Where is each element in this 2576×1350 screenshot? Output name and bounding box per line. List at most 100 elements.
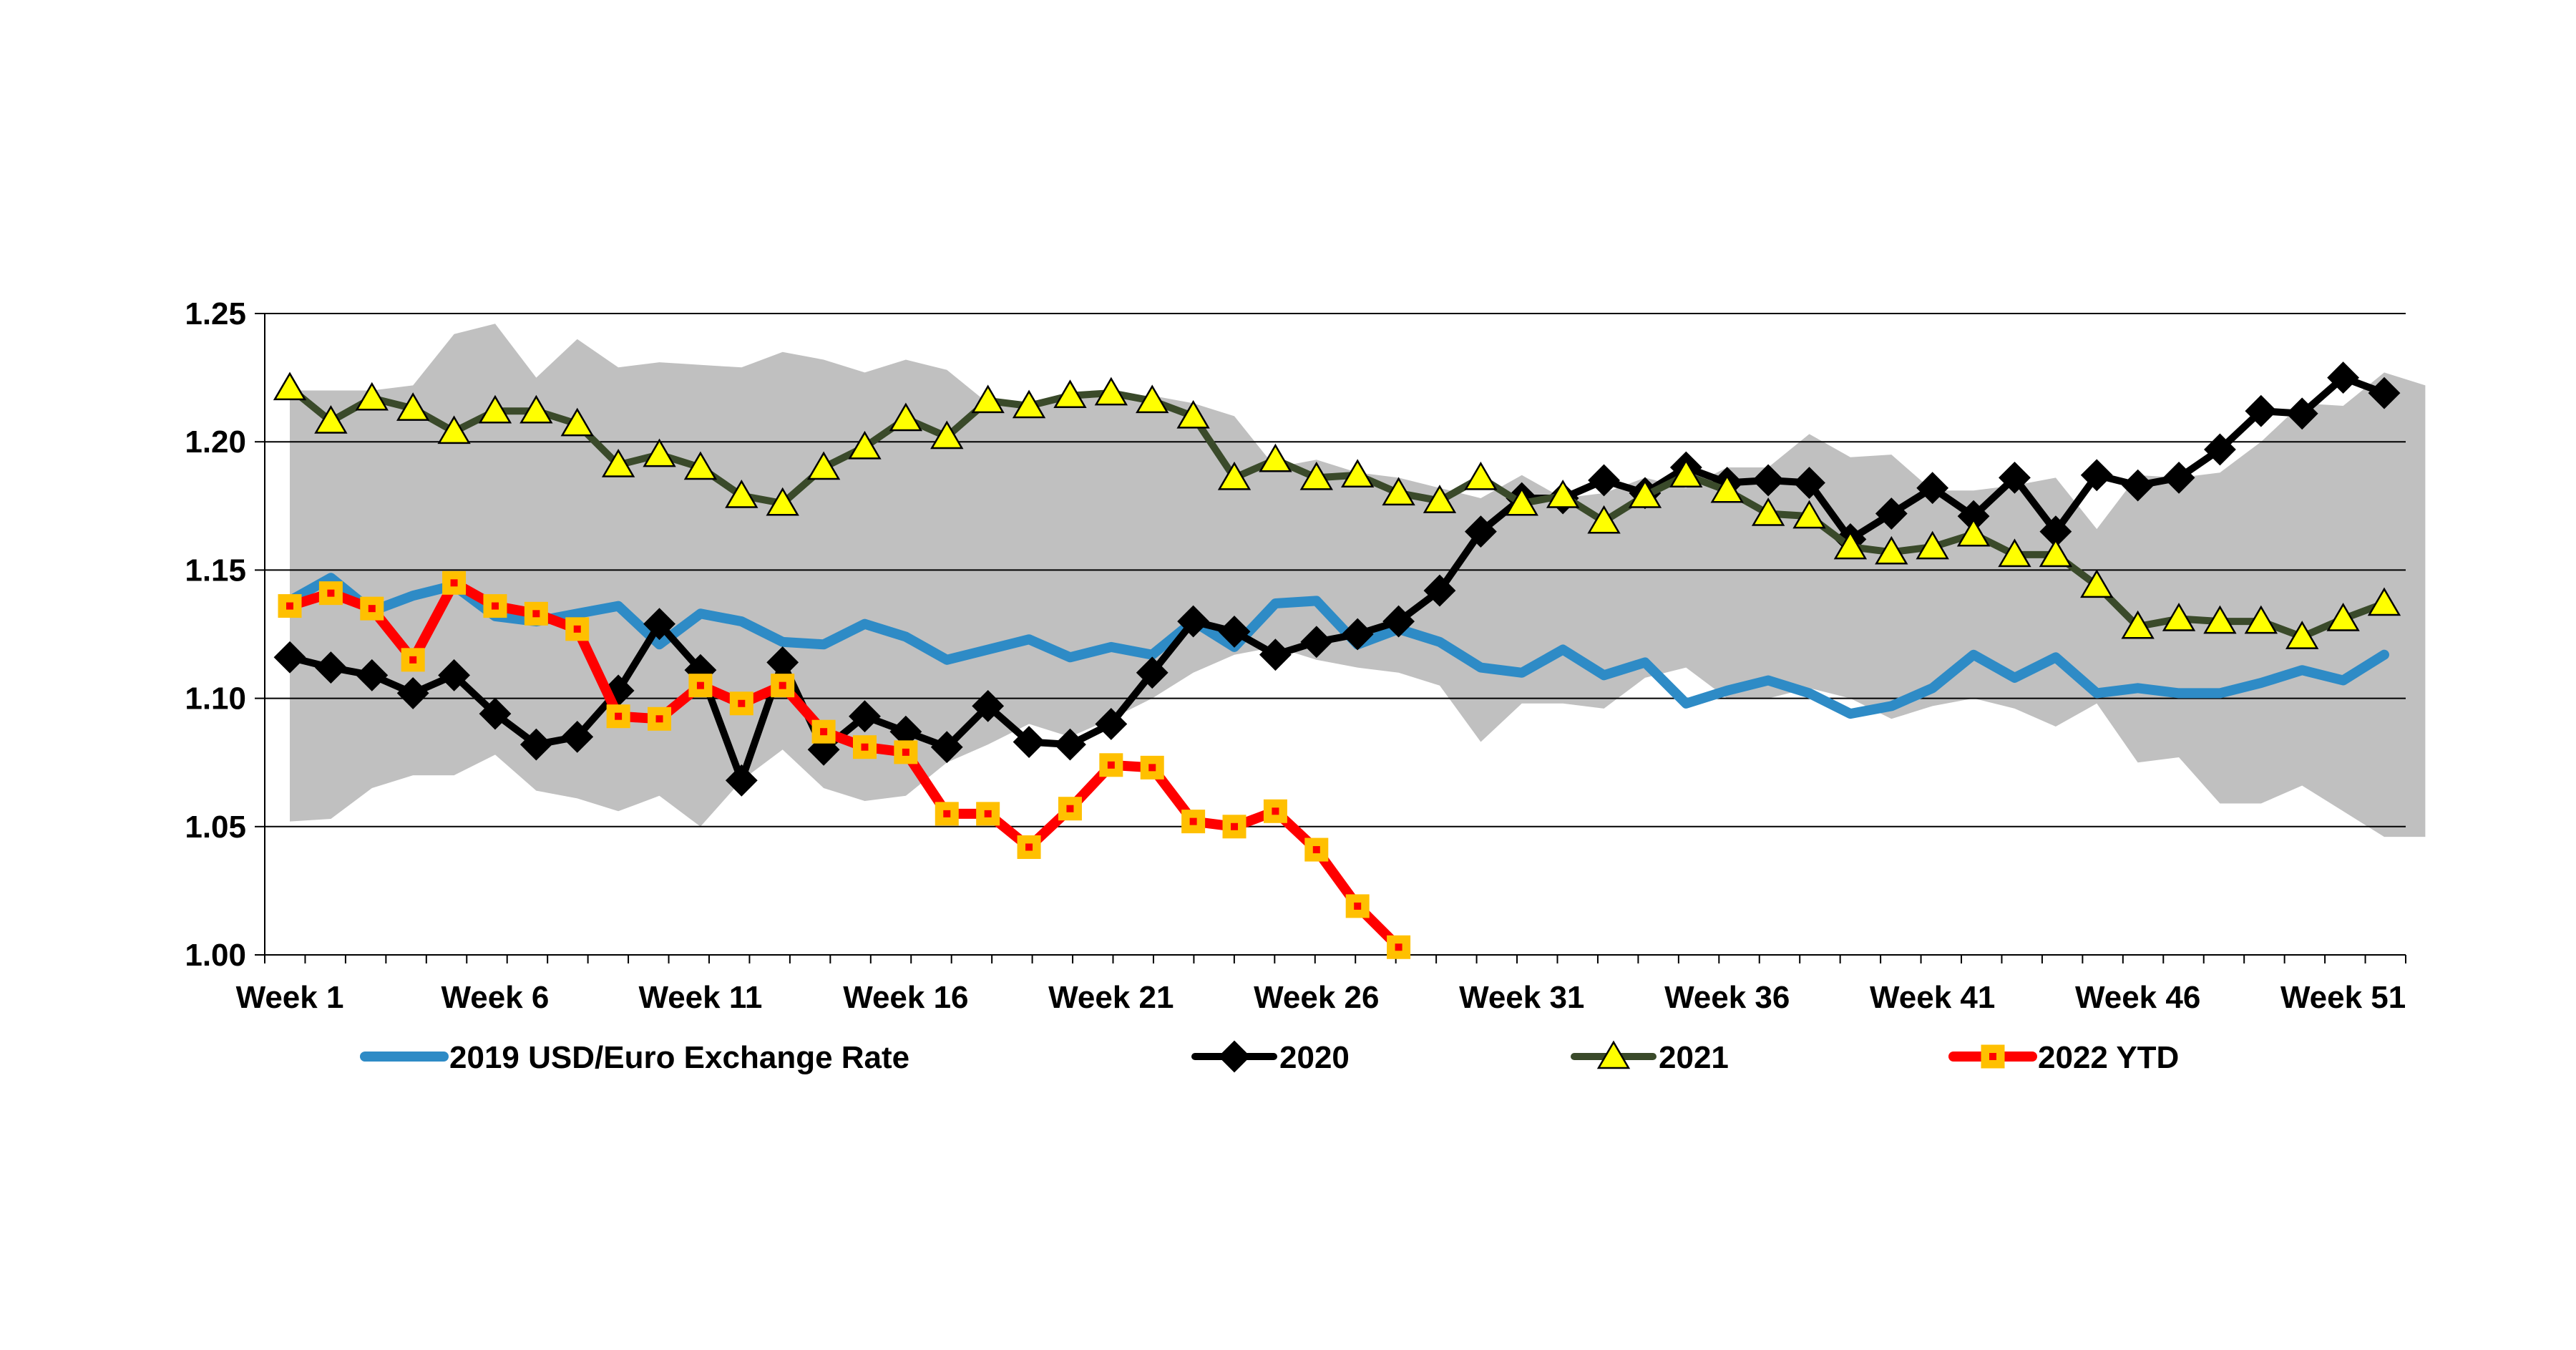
marker-2022-center xyxy=(615,712,623,720)
marker-2020 xyxy=(1218,1040,1251,1073)
marker-2020 xyxy=(1875,497,1908,530)
marker-2021 xyxy=(1217,461,1252,490)
x-tick-label: Week 46 xyxy=(2075,980,2200,1015)
x-tick-label: Week 1 xyxy=(236,980,344,1015)
marker-2021 xyxy=(2244,605,2278,634)
marker-2021 xyxy=(1546,479,1580,508)
marker-2022-center xyxy=(409,656,417,664)
x-tick-label: Week 11 xyxy=(638,980,762,1015)
marker-2022-center xyxy=(368,605,376,613)
series-s2019 xyxy=(285,573,2389,719)
marker-2022-center xyxy=(696,681,704,689)
y-tick-label: 1.05 xyxy=(185,810,246,845)
marker-2021 xyxy=(889,402,923,432)
series-line-s2020 xyxy=(286,374,2388,785)
marker-2021 xyxy=(1505,487,1538,516)
x-tick-label: Week 26 xyxy=(1254,980,1379,1015)
marker-2021 xyxy=(601,448,635,477)
marker-2021 xyxy=(2326,603,2360,631)
marker-2022-center xyxy=(902,748,909,756)
y-tick-label: 1.20 xyxy=(185,424,246,460)
marker-2020 xyxy=(2245,394,2278,427)
marker-2020 xyxy=(643,608,675,641)
marker-2021 xyxy=(2203,605,2237,634)
marker-2022-center xyxy=(1066,805,1074,812)
marker-2020 xyxy=(1177,605,1210,638)
marker-2022-center xyxy=(738,699,746,707)
marker-2020 xyxy=(479,697,512,730)
legend-item-s2019: 2019 USD/Euro Exchange Rate xyxy=(360,1040,909,1075)
marker-2020 xyxy=(930,731,963,764)
marker-2021 xyxy=(1053,379,1087,408)
marker-2021 xyxy=(1012,389,1046,419)
marker-2021 xyxy=(273,372,307,401)
marker-2020 xyxy=(1793,467,1825,499)
marker-2021 xyxy=(1596,1040,1631,1069)
marker-2022 xyxy=(483,594,507,618)
marker-2020 xyxy=(2162,461,2195,494)
series xyxy=(273,361,2401,959)
series-s2021 xyxy=(273,372,2401,649)
marker-2021 xyxy=(1464,461,1498,490)
marker-2021 xyxy=(2080,569,2114,598)
x-tick-label: Week 36 xyxy=(1664,980,1790,1015)
marker-2021 xyxy=(1669,459,1703,488)
marker-2021 xyxy=(355,382,389,411)
legend-label-s2020: 2020 xyxy=(1279,1040,1350,1075)
marker-2022-center xyxy=(450,579,458,587)
marker-2021 xyxy=(1259,443,1292,472)
marker-2021 xyxy=(2121,610,2155,639)
marker-2022-center xyxy=(1395,943,1402,951)
marker-2020 xyxy=(972,689,1005,722)
marker-2020 xyxy=(2368,377,2401,409)
marker-2020 xyxy=(1999,461,2031,494)
marker-2021 xyxy=(1382,477,1415,506)
marker-2020 xyxy=(1464,515,1497,548)
marker-2021 xyxy=(1792,500,1826,529)
marker-2021 xyxy=(396,392,430,421)
marker-2020 xyxy=(273,641,306,674)
marker-2020 xyxy=(1259,638,1292,671)
marker-2022-center xyxy=(984,810,992,817)
marker-2022-center xyxy=(1989,1053,1996,1060)
marker-2021 xyxy=(1176,399,1210,429)
marker-2022 xyxy=(565,617,590,641)
marker-2021 xyxy=(519,394,553,424)
marker-2021 xyxy=(1833,530,1868,560)
x-tick-label: Week 41 xyxy=(1870,980,1995,1015)
marker-2022 xyxy=(318,581,343,606)
axes: 1.00 1.05 1.10 1.15 1.20 1.25 Week 1 Week 6 Week… xyxy=(185,296,2406,1015)
y-tick-label: 1.15 xyxy=(185,553,246,588)
marker-2022 xyxy=(524,601,548,626)
x-tick-label: Week 16 xyxy=(843,980,968,1015)
marker-2021 xyxy=(1956,518,1991,547)
marker-2020 xyxy=(2080,459,2113,492)
series-line-s2022 xyxy=(285,578,1404,953)
marker-2021 xyxy=(2162,603,2196,631)
marker-2021 xyxy=(1094,377,1128,406)
marker-2020 xyxy=(2204,433,2236,466)
marker-2020 xyxy=(849,700,881,733)
marker-2020 xyxy=(2285,397,2318,430)
marker-2020 xyxy=(1916,472,1949,505)
marker-2020 xyxy=(438,659,470,691)
marker-2020 xyxy=(356,659,389,691)
marker-2022-center xyxy=(1354,902,1362,910)
y-tick-label: 1.25 xyxy=(185,296,246,331)
marker-2021 xyxy=(1710,474,1744,503)
marker-2021 xyxy=(725,479,758,508)
x-tick-label: Week 51 xyxy=(2280,980,2406,1015)
marker-2021 xyxy=(437,415,471,445)
marker-2021 xyxy=(1628,479,1662,508)
legend: 2019 USD/Euro Exchange Rate 2020 2021 2022 … xyxy=(360,1040,2179,1075)
marker-2020 xyxy=(314,651,347,684)
marker-2020 xyxy=(1300,626,1333,659)
marker-2021 xyxy=(2285,621,2319,649)
legend-item-s2020: 2020 xyxy=(1191,1040,1350,1075)
marker-2020 xyxy=(2122,469,2155,502)
marker-2021 xyxy=(1751,497,1785,526)
marker-2022-center xyxy=(491,602,499,610)
series-s2020 xyxy=(273,361,2401,797)
marker-2022-center xyxy=(573,625,581,633)
